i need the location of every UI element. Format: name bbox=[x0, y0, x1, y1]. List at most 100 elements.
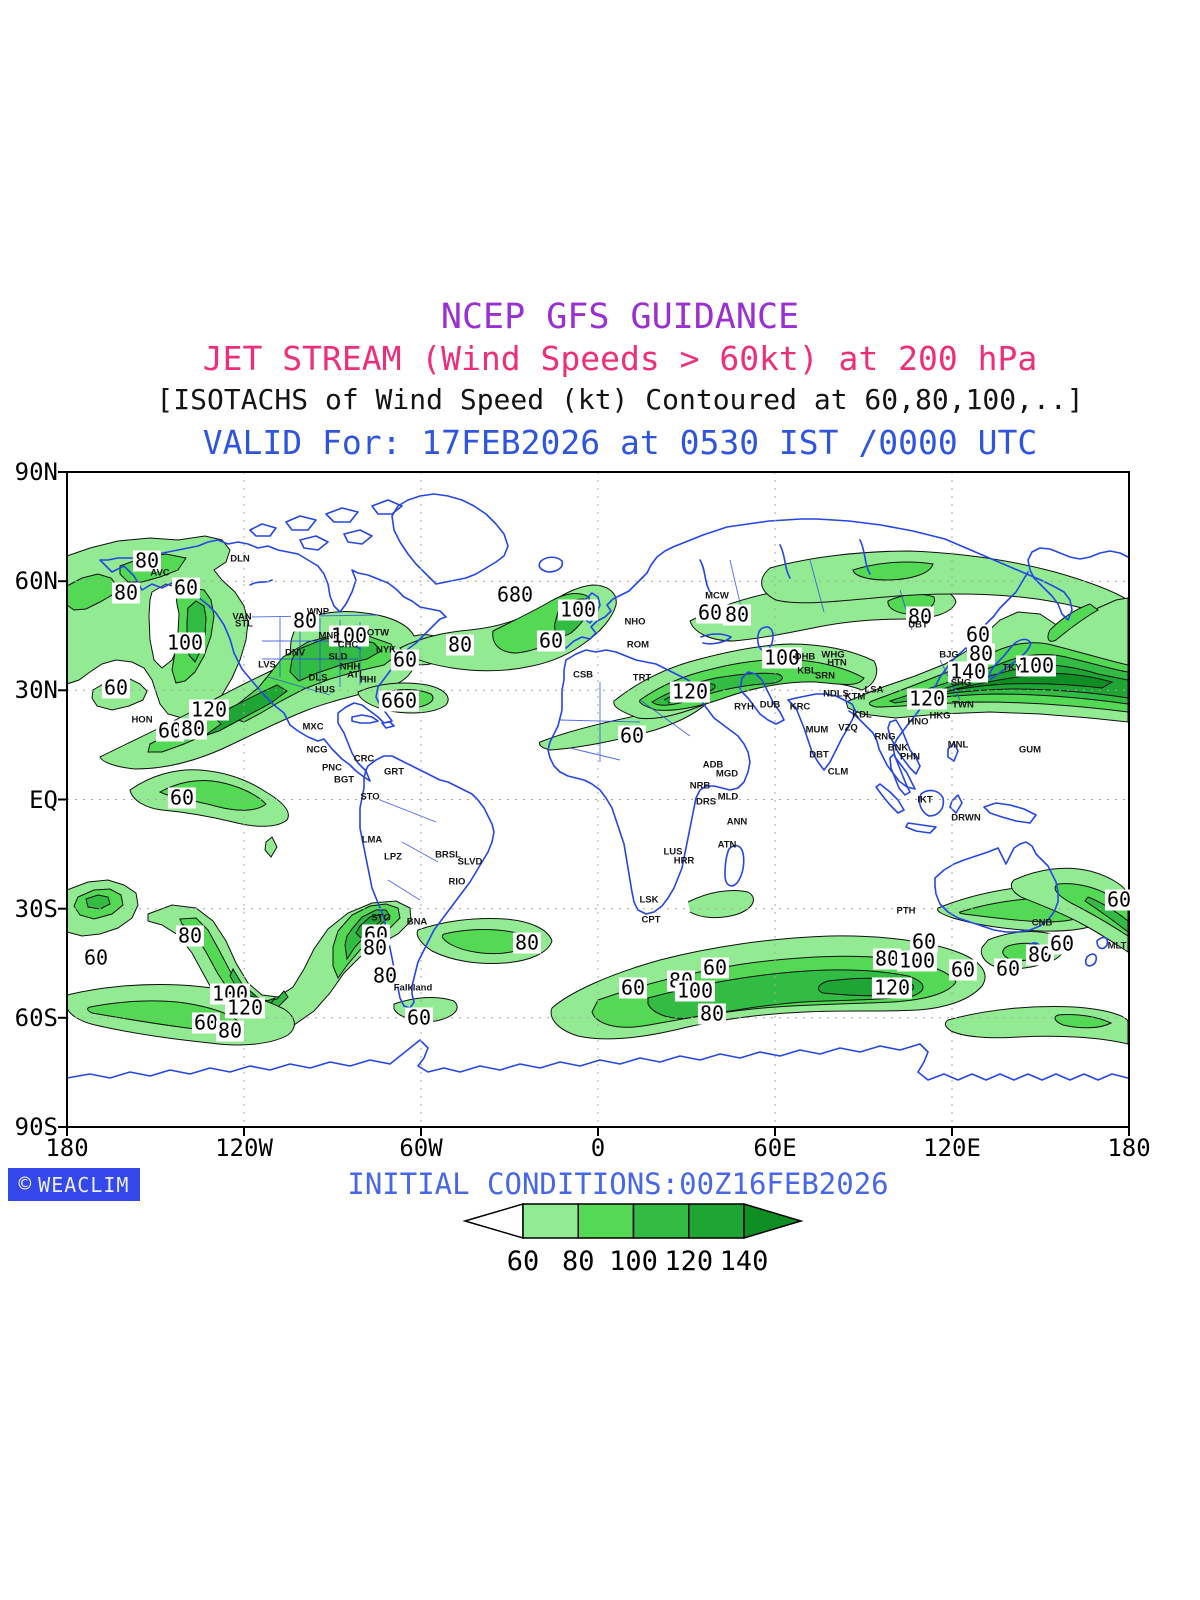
station-code: LSA bbox=[864, 684, 884, 696]
colorbar-tick-label: 140 bbox=[719, 1246, 769, 1277]
contour-label: 80 bbox=[290, 608, 320, 633]
contour-label: 100 bbox=[761, 645, 803, 670]
station-code: KRC bbox=[789, 701, 811, 713]
colorbar-cell bbox=[577, 1203, 635, 1239]
contour-label: 60 bbox=[948, 957, 978, 982]
station-code: DLN bbox=[230, 553, 250, 565]
contour-label: 60 bbox=[167, 785, 197, 810]
contour-label: 60 bbox=[390, 647, 420, 672]
contour-label: 100 bbox=[1015, 653, 1057, 678]
lat-tick-label: 60N bbox=[14, 567, 58, 596]
contour-label: 660 bbox=[378, 688, 420, 713]
station-code: DRS bbox=[695, 796, 717, 808]
station-code: GUM bbox=[1018, 744, 1042, 756]
contour-label: 60 bbox=[909, 929, 939, 954]
station-code: DBT bbox=[809, 749, 829, 761]
contour-label: 80 bbox=[722, 602, 752, 627]
station-code: WHG bbox=[821, 649, 845, 661]
station-code: MNP bbox=[318, 630, 340, 642]
contour-label: 80 bbox=[132, 548, 162, 573]
contour-label: 80 bbox=[215, 1018, 245, 1043]
station-code: DHB bbox=[794, 651, 816, 663]
station-code: RYH bbox=[734, 701, 754, 713]
valid-time: VALID For: 17FEB2026 at 0530 IST /0000 U… bbox=[202, 423, 1038, 462]
station-code: CRC bbox=[353, 753, 375, 765]
station-code: SLVD bbox=[457, 856, 483, 868]
lat-tick-label: 30S bbox=[14, 894, 58, 923]
contour-label: 60 bbox=[695, 600, 725, 625]
station-code: TRT bbox=[632, 672, 652, 684]
station-code: ATN bbox=[717, 839, 737, 851]
station-code: HHI bbox=[359, 674, 377, 686]
contour-label: 80 bbox=[697, 1001, 727, 1026]
station-code: ANN bbox=[726, 816, 748, 828]
contour-label: 60 bbox=[618, 975, 648, 1000]
lat-tick-label: 90S bbox=[14, 1113, 58, 1141]
station-code: Falkland bbox=[393, 982, 433, 994]
contour-label: 60 bbox=[993, 956, 1023, 981]
lon-tick-label: 60W bbox=[399, 1134, 443, 1162]
station-code: NDLS bbox=[823, 688, 849, 700]
station-code: BNK bbox=[887, 742, 909, 754]
station-code: STL bbox=[235, 618, 253, 630]
contour-label: 80 bbox=[512, 930, 542, 955]
contour-label: 120 bbox=[906, 686, 948, 711]
colorbar-tick-label: 100 bbox=[609, 1246, 658, 1277]
station-code: TWN bbox=[952, 699, 974, 711]
contour-label: 100 bbox=[896, 948, 938, 973]
station-code: STG bbox=[371, 912, 391, 924]
contour-label: 60 bbox=[1104, 887, 1134, 912]
station-code: KDL bbox=[852, 709, 872, 721]
contour-label: 60 bbox=[191, 1010, 221, 1035]
lon-tick-label: 60E bbox=[753, 1134, 797, 1162]
station-code: HTN bbox=[827, 657, 847, 669]
contour-label: 120 bbox=[871, 975, 913, 1000]
station-code: DNV bbox=[284, 647, 306, 659]
station-code: SLD bbox=[328, 651, 348, 663]
contour-note: [ISOTACHS of Wind Speed (kt) Contoured a… bbox=[156, 383, 1084, 416]
contour-label: 60 bbox=[617, 723, 647, 748]
copyright-icon: © bbox=[18, 1172, 32, 1196]
contour-label: 60 bbox=[171, 575, 201, 600]
lat-tick-label: EQ bbox=[29, 785, 58, 814]
contour-label: 100 bbox=[674, 978, 716, 1003]
lon-tick-label: 120E bbox=[923, 1134, 981, 1162]
colorbar-cell bbox=[632, 1203, 690, 1239]
station-code: TKY bbox=[1002, 662, 1022, 674]
contour-label: 80 bbox=[905, 604, 935, 629]
lat-tick-label: 90N bbox=[14, 458, 58, 486]
station-code: LSK bbox=[639, 894, 659, 906]
contour-label: 120 bbox=[224, 995, 266, 1020]
colorbar-tick-label: 120 bbox=[664, 1246, 714, 1277]
contour-label: 80 bbox=[445, 632, 475, 657]
contour-label: 100 bbox=[557, 597, 599, 622]
contour-label: 120 bbox=[188, 697, 230, 722]
station-code: VAN bbox=[232, 611, 252, 623]
station-code: SRN bbox=[814, 670, 836, 682]
station-code: HRR bbox=[673, 855, 695, 867]
colorbar-tick-label: 60 bbox=[506, 1246, 540, 1277]
contour-label: 60 bbox=[963, 622, 993, 647]
lon-tick-label: 180 bbox=[1107, 1134, 1151, 1162]
contour-label: 60 bbox=[700, 955, 730, 980]
map-frame bbox=[58, 471, 1130, 1136]
lon-tick-label: 0 bbox=[590, 1134, 606, 1162]
station-code: DRWN bbox=[951, 812, 981, 824]
contour-label: 60 bbox=[81, 945, 111, 970]
contour-label: 80 bbox=[370, 963, 400, 988]
station-code: WNP bbox=[306, 606, 330, 618]
chart-subtitle: JET STREAM (Wind Speeds > 60kt) at 200 h… bbox=[202, 339, 1038, 378]
station-code: KBL bbox=[797, 665, 817, 677]
station-code: MXC bbox=[302, 721, 324, 733]
station-code: GRT bbox=[383, 766, 405, 778]
contour-label: 140 bbox=[947, 659, 989, 684]
station-code: LVS bbox=[258, 659, 276, 671]
station-code: LUS bbox=[663, 846, 683, 858]
station-code: LPZ bbox=[384, 851, 402, 863]
lat-tick-label: 60S bbox=[14, 1003, 58, 1032]
contour-label: 120 bbox=[669, 679, 711, 704]
station-code: NRB bbox=[689, 780, 711, 792]
coastlines bbox=[66, 493, 1129, 1081]
station-code: AVC bbox=[150, 567, 170, 579]
